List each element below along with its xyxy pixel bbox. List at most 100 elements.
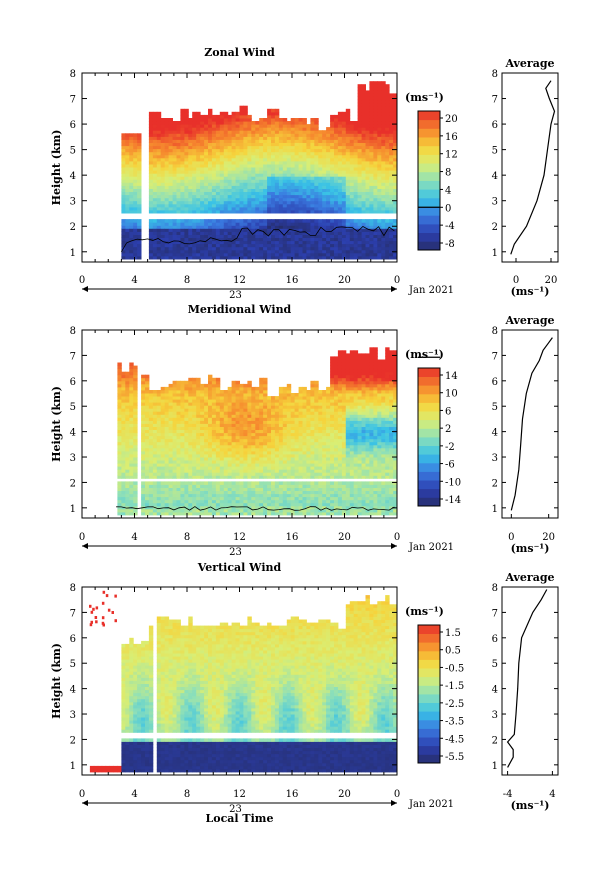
heatmap-cell [361, 219, 366, 223]
heatmap-cell [192, 179, 197, 183]
heatmap-cell [117, 399, 122, 403]
heatmap-cell [133, 194, 138, 199]
heatmap-cell [164, 130, 170, 134]
heatmap-cell [176, 246, 181, 251]
heatmap-cell [385, 163, 390, 168]
heatmap-cell [243, 145, 248, 150]
heatmap-cell [152, 426, 158, 430]
heatmap-cell [148, 447, 154, 452]
heatmap-cell [223, 463, 229, 467]
heatmap-cell [373, 206, 378, 211]
heatmap-cell [251, 203, 256, 208]
heatmap-cell [227, 133, 233, 137]
heatmap-cell [243, 237, 248, 242]
heatmap-cell [227, 505, 233, 510]
heatmap-cell [219, 399, 225, 403]
heatmap-cell [133, 219, 138, 223]
heatmap-cell [294, 188, 299, 192]
heatmap-cell [148, 200, 154, 205]
heatmap-cell [389, 185, 394, 189]
heatmap-cell [164, 237, 170, 242]
heatmap-cell [133, 390, 138, 394]
heatmap-cell [133, 435, 138, 440]
heatmap-cell [188, 423, 193, 427]
heatmap-cell [121, 386, 126, 391]
heatmap-cell [271, 484, 276, 488]
heatmap-cell [263, 225, 268, 229]
heatmap-cell [196, 185, 201, 189]
heatmap-cell [184, 390, 189, 394]
heatmap-cell [259, 402, 264, 406]
heatmap-cell [204, 151, 209, 156]
heatmap-cell [302, 167, 307, 171]
heatmap-cell [271, 252, 276, 257]
heatmap-cell [393, 160, 398, 165]
heatmap-cell [314, 170, 319, 174]
heatmap-cell [298, 197, 303, 202]
heatmap-cell [318, 154, 323, 159]
heatmap-cell [243, 463, 248, 467]
heatmap-cell [274, 472, 280, 476]
heatmap-cell [141, 475, 146, 479]
heatmap-cell [263, 142, 268, 147]
heatmap-cell [215, 136, 221, 140]
heatmap-cell [133, 203, 138, 208]
heatmap-cell [192, 405, 197, 409]
heatmap-cell [271, 124, 276, 128]
heatmap-cell [227, 396, 233, 400]
heatmap-cell [176, 142, 181, 147]
colorbar-band [418, 137, 440, 147]
heatmap-cell [133, 408, 138, 412]
heatmap-cell [282, 133, 288, 137]
colorbar-band [418, 197, 440, 207]
heatmap-cell [337, 167, 343, 171]
heatmap-cell [251, 240, 256, 245]
heatmap-cell [235, 414, 240, 418]
heatmap-cell [282, 228, 288, 232]
heatmap-cell [326, 173, 331, 177]
heatmap-cell [263, 475, 268, 479]
heatmap-cell [172, 246, 177, 251]
heatmap-cell [314, 182, 319, 186]
heatmap-cell [341, 252, 347, 257]
heatmap-cell [211, 408, 217, 412]
heatmap-cell [239, 179, 244, 183]
heatmap-cell [231, 481, 236, 485]
heatmap-cell [176, 206, 181, 211]
heatmap-cell [219, 490, 225, 495]
heatmap-cell [180, 444, 185, 449]
heatmap-cell [239, 157, 244, 162]
heatmap-cell [211, 194, 217, 199]
heatmap-cell [152, 444, 158, 449]
heatmap-cell [326, 191, 331, 196]
heatmap-cell [184, 124, 189, 128]
heatmap-cell [219, 154, 225, 159]
heatmap-cell [137, 194, 142, 199]
heatmap-cell [204, 457, 209, 461]
heatmap-cell [208, 460, 213, 464]
heatmap-cell [345, 243, 351, 248]
heatmap-cell [188, 209, 193, 214]
heatmap-cell [274, 420, 280, 424]
heatmap-cell [259, 481, 264, 485]
heatmap-cell [121, 194, 126, 199]
heatmap-cell [188, 435, 193, 440]
heatmap-cell [330, 197, 335, 202]
heatmap-cell [211, 472, 217, 476]
heatmap-cell [318, 182, 323, 186]
heatmap-cell [239, 133, 244, 137]
avg-unit-label: (ms⁻¹) [511, 285, 550, 298]
heatmap-cell [129, 377, 134, 382]
heatmap-cell [152, 133, 158, 137]
heatmap-cell [235, 188, 240, 192]
heatmap-cell [247, 197, 252, 202]
heatmap-cell [330, 133, 335, 137]
heatmap-cell [196, 499, 201, 504]
heatmap-cell [322, 255, 327, 260]
heatmap-cell [361, 84, 366, 88]
heatmap-cell [208, 390, 213, 394]
heatmap-cell [274, 496, 280, 501]
heatmap-cell [137, 246, 142, 251]
heatmap-cell [133, 463, 138, 467]
heatmap-cell [160, 219, 166, 223]
